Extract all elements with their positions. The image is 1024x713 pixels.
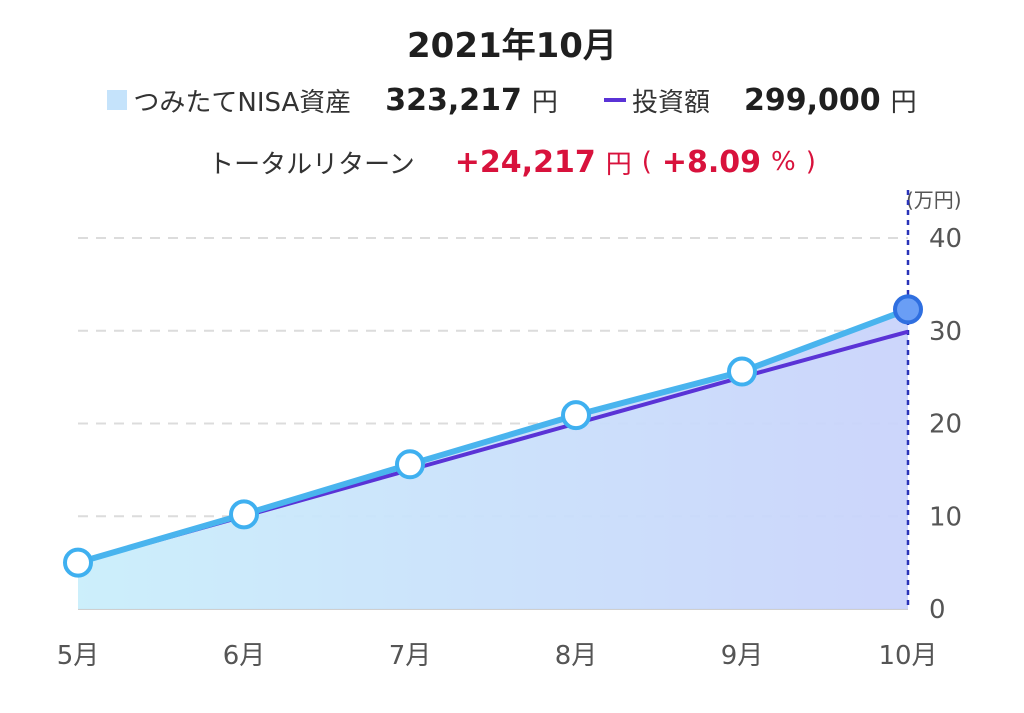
x-tick-label: 7月 <box>389 641 432 671</box>
y-tick-label: 30 <box>929 317 962 347</box>
total-return-percent-unit: % <box>771 147 796 177</box>
chart-title: 2021年10月 <box>407 26 617 66</box>
legend-value-asset: 323,217 <box>385 82 522 118</box>
asset-point <box>561 400 591 431</box>
x-tick-label: 8月 <box>555 641 598 671</box>
asset-point-selected <box>893 294 923 325</box>
y-tick-label: 0 <box>929 595 946 625</box>
total-return-value: +24,217 <box>454 144 596 180</box>
x-tick-label: 10月 <box>878 641 937 671</box>
legend-value-investment: 299,000 <box>743 82 881 118</box>
asset-point <box>63 547 93 578</box>
legend-unit-investment: 円 <box>890 87 917 118</box>
legend-unit-asset: 円 <box>531 87 558 118</box>
legend-swatch-investment <box>603 98 626 102</box>
y-tick-label: 20 <box>929 410 962 440</box>
y-axis-unit-label: (万円) <box>906 188 962 212</box>
legend-swatch-asset <box>107 90 128 110</box>
asset-line <box>77 306 910 566</box>
legend-label-investment: 投資額 <box>631 87 710 118</box>
legend-label-asset: つみたてNISA資産 <box>133 87 352 118</box>
asset-point <box>229 499 259 530</box>
y-tick-label: 40 <box>929 224 962 254</box>
x-tick-label: 6月 <box>223 641 266 671</box>
x-tick-label: 9月 <box>721 641 764 671</box>
asset-point <box>395 449 425 480</box>
total-return-paren-open: ( <box>641 147 652 177</box>
total-return-paren-close: ) <box>805 147 816 177</box>
legend: つみたてNISA資産 323,217 円 投資額 299,000 円 <box>0 80 1024 120</box>
total-return-percent: +8.09 <box>661 144 762 180</box>
y-tick-label: 10 <box>929 502 962 532</box>
total-return-label: トータルリターン <box>208 149 415 180</box>
total-return: トータルリターン +24,217 円 ( +8.09 % ) <box>0 142 1024 182</box>
asset-point <box>727 356 757 387</box>
total-return-unit: 円 <box>605 149 632 180</box>
x-tick-label: 5月 <box>57 641 100 671</box>
